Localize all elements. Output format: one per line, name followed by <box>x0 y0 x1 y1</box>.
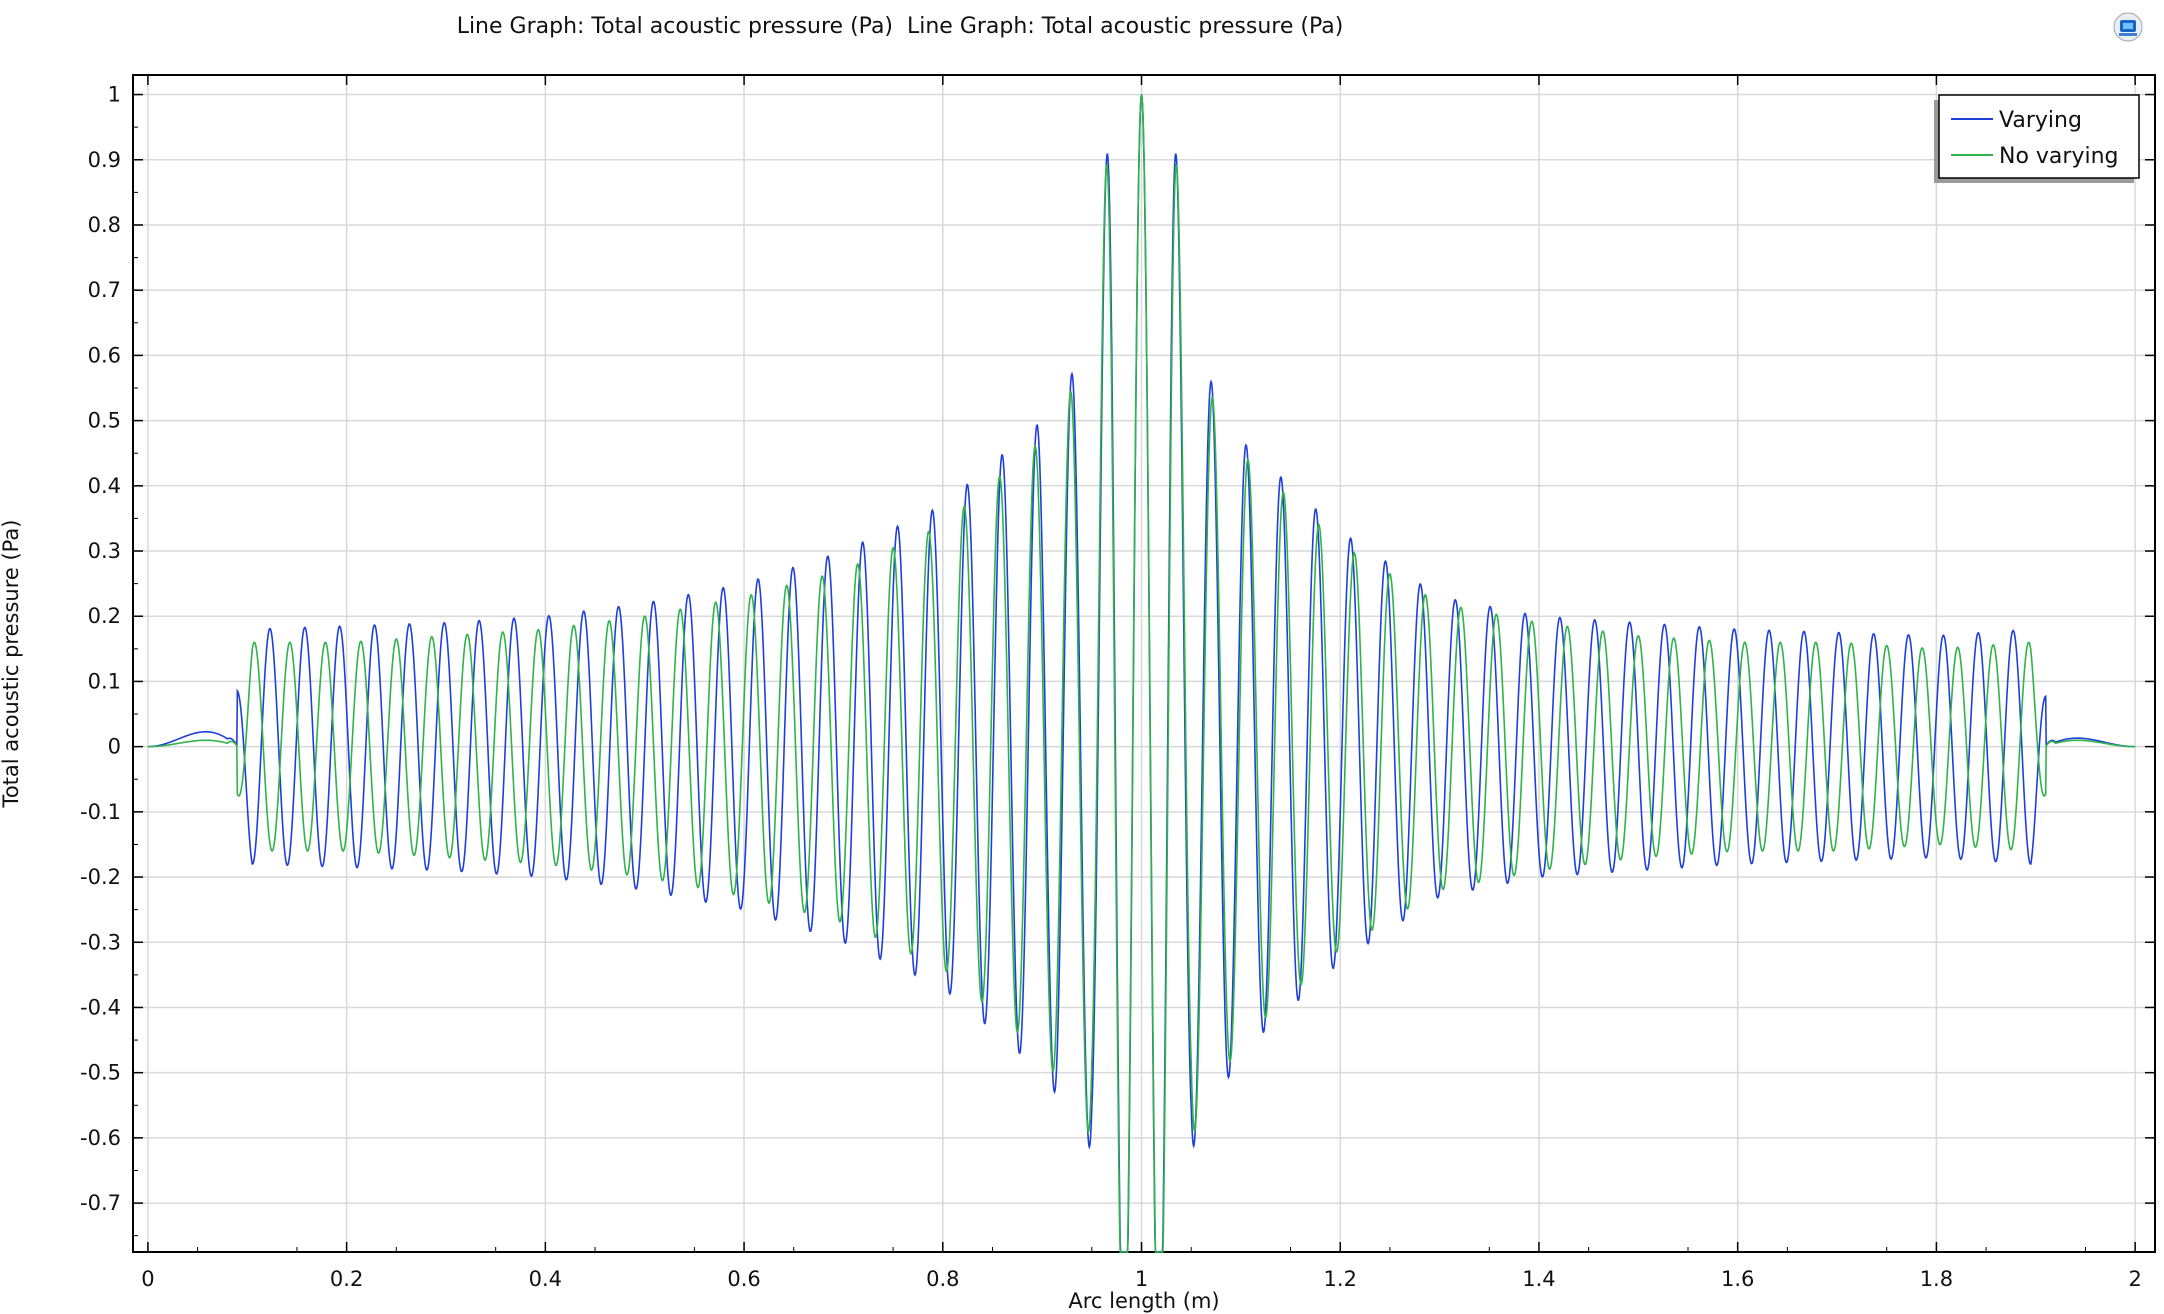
y-tick-label: -0.6 <box>80 1126 121 1150</box>
y-axis-label: Total acoustic pressure (Pa) <box>0 520 23 809</box>
series-lines <box>147 94 2136 1253</box>
y-tick-label: -0.5 <box>80 1061 121 1085</box>
y-tick-label: 0 <box>108 735 121 759</box>
x-tick-label: 2 <box>2128 1267 2141 1291</box>
y-tick-label: -0.4 <box>80 995 121 1019</box>
plot-title: Line Graph: Total acoustic pressure (Pa)… <box>456 14 1344 39</box>
y-tick-label: 0.9 <box>88 148 121 172</box>
x-tick-label: 1.2 <box>1324 1267 1357 1291</box>
y-tick-label: -0.7 <box>80 1191 121 1215</box>
plot-frame <box>132 74 2156 1253</box>
y-tick-label: -0.1 <box>80 800 121 824</box>
axis-ticks <box>133 75 2155 1252</box>
y-tick-label: 0.3 <box>88 539 121 563</box>
comsol-logo-icon[interactable] <box>2113 12 2143 42</box>
y-tick-label: 0.4 <box>88 474 121 498</box>
legend: Varying No varying <box>1934 94 2140 183</box>
x-axis-label: Arc length (m) <box>1068 1289 1219 1313</box>
grid-lines <box>133 75 2155 1252</box>
x-tick-label: 0.2 <box>330 1267 363 1291</box>
y-tick-label: 0.1 <box>88 669 121 693</box>
y-tick-label: 0.8 <box>88 213 121 237</box>
y-tick-label: 1 <box>108 83 121 107</box>
x-tick-label: 0.8 <box>926 1267 959 1291</box>
series-line-no-varying <box>147 94 2136 1253</box>
x-tick-label: 0 <box>141 1267 154 1291</box>
y-tick-label: 0.5 <box>88 409 121 433</box>
y-tick-label: -0.3 <box>80 930 121 954</box>
x-tick-label: 1 <box>1135 1267 1148 1291</box>
legend-label-varying: Varying <box>1999 108 2082 133</box>
legend-box <box>1938 94 2140 179</box>
x-tick-label: 1.8 <box>1920 1267 1953 1291</box>
x-tick-label: 0.6 <box>727 1267 760 1291</box>
x-tick-label: 1.6 <box>1721 1267 1754 1291</box>
y-tick-label: 0.2 <box>88 604 121 628</box>
x-tick-labels: 0 0.2 0.4 0.6 0.8 1 1.2 1.4 1.6 1.8 2 <box>141 1267 2142 1291</box>
legend-label-no-varying: No varying <box>1999 144 2119 169</box>
y-tick-label: 0.6 <box>88 343 121 367</box>
y-tick-label: 0.7 <box>88 278 121 302</box>
x-tick-label: 0.4 <box>529 1267 562 1291</box>
y-tick-labels: 1 0.9 0.8 0.7 0.6 0.5 0.4 0.3 0.2 0.1 0 -0.1 -0.2 -0.… <box>80 83 121 1216</box>
x-tick-label: 1.4 <box>1522 1267 1555 1291</box>
y-tick-label: -0.2 <box>80 865 121 889</box>
